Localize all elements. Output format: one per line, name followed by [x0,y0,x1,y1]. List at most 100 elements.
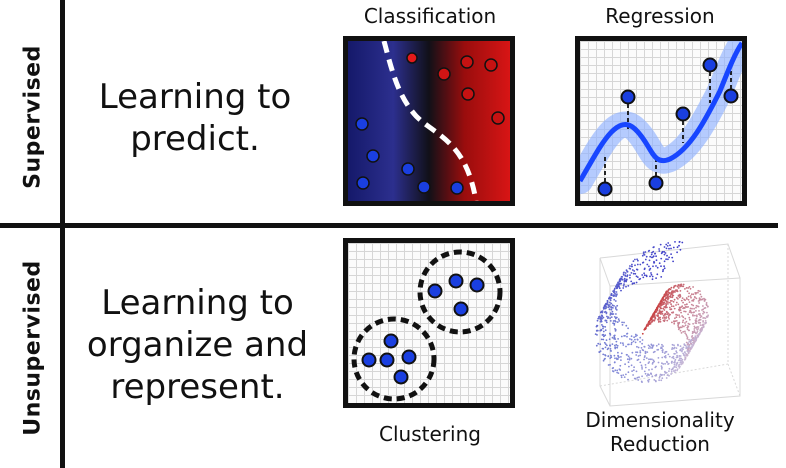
roll-point [650,317,652,320]
unsupervised-description: Learning to organize and represent. [75,282,320,408]
roll-point [673,344,675,347]
roll-point [674,317,676,320]
roll-point [637,379,640,381]
roll-point [688,343,691,346]
blue-point [366,149,380,163]
roll-point [613,305,615,307]
roll-point [601,310,604,312]
roll-point [693,325,696,328]
roll-point [606,301,609,304]
roll-point [645,274,648,277]
roll-point [651,251,653,254]
roll-point [660,252,663,255]
roll-point [660,301,663,304]
roll-point [690,346,693,348]
roll-point [644,372,647,375]
regression-points [597,57,739,197]
data-point [648,175,664,191]
roll-point [643,274,646,277]
unsupervised-description-line3: represent. [110,367,285,407]
roll-point [684,332,687,334]
roll-point [659,304,662,306]
roll-point [665,302,667,305]
roll-point [651,345,654,347]
roll-point [675,351,678,354]
roll-point [627,361,630,364]
roll-point [690,303,693,306]
roll-point [655,373,658,376]
roll-point [614,307,617,310]
roll-point [677,343,679,346]
roll-point [623,376,626,378]
roll-point [686,337,689,340]
roll-point [611,336,614,339]
roll-point [695,306,697,309]
roll-point [609,304,611,306]
roll-point [667,242,670,244]
roll-point [651,320,654,323]
vertical-divider [60,0,65,468]
roll-point [694,337,696,340]
blue-point [355,117,369,131]
roll-point [641,381,643,383]
roll-point [689,295,692,297]
roll-point [692,293,695,296]
roll-point [637,259,639,262]
roll-point [600,320,603,323]
roll-point [662,299,665,302]
roll-point [614,329,617,331]
roll-point [666,292,668,294]
roll-point [631,351,634,354]
roll-point [605,319,608,322]
roll-point [655,259,658,262]
roll-point [634,272,637,275]
roll-point [672,300,675,303]
roll-point [661,303,664,306]
roll-point [669,300,672,302]
roll-point [679,345,682,347]
roll-point [641,342,643,345]
roll-point [678,244,680,247]
roll-point [642,276,645,279]
roll-point [690,293,693,296]
roll-point [634,258,636,261]
roll-point [688,323,691,326]
roll-point [594,333,597,335]
roll-point [613,337,616,339]
roll-point [687,325,689,327]
roll-point [683,325,685,328]
roll-point [633,282,636,285]
roll-point [613,334,616,337]
roll-point [615,286,618,288]
roll-point [640,364,643,367]
roll-point [609,313,612,316]
roll-point [668,367,671,370]
roll-point [663,309,666,311]
roll-point [620,356,622,358]
roll-point [703,317,705,319]
roll-point [670,362,673,364]
roll-point [670,247,672,250]
roll-point [682,285,685,288]
roll-point [651,316,654,319]
roll-point [690,296,692,299]
roll-point [596,319,599,322]
roll-point [702,312,704,315]
roll-point [700,330,702,333]
roll-point [608,308,611,311]
roll-point [604,307,606,310]
roll-point [614,306,617,309]
roll-point [699,324,702,326]
roll-point [702,305,704,307]
roll-point [663,294,666,297]
roll-point [610,302,613,305]
roll-point [692,311,694,314]
roll-point [614,369,617,372]
roll-point [658,379,660,382]
roll-point [663,302,665,304]
roll-point [692,286,694,288]
roll-point [677,284,680,286]
roll-point [665,290,668,293]
roll-point [613,287,616,290]
supervised-description: Learning to predict. [80,76,310,160]
